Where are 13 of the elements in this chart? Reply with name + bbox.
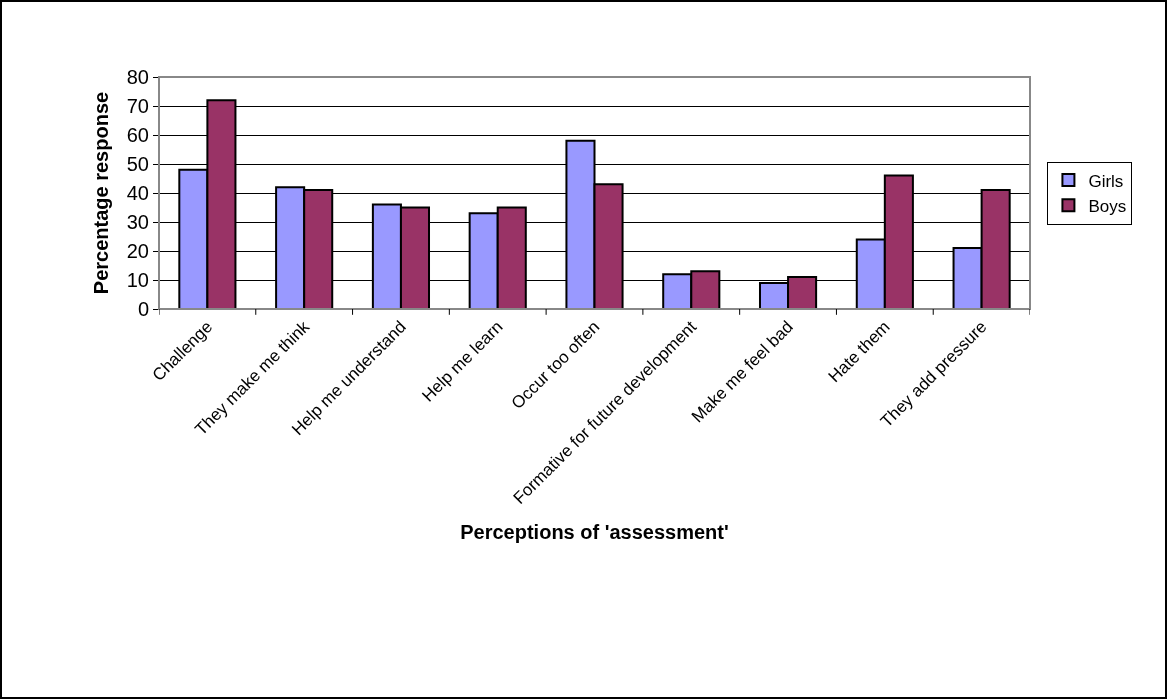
legend-label: Girls xyxy=(1088,171,1124,191)
legend-label: Boys xyxy=(1088,196,1127,216)
x-axis-title: Perceptions of 'assessment' xyxy=(460,521,729,544)
y-tick-label: 50 xyxy=(126,153,149,175)
y-tick-label: 20 xyxy=(126,240,149,262)
y-tick-label: 60 xyxy=(126,124,149,146)
y-tick-label: 70 xyxy=(126,95,149,117)
y-tick-label: 10 xyxy=(126,269,149,291)
y-axis-title: Percentage response xyxy=(90,91,113,295)
y-tick-label: 0 xyxy=(137,298,149,320)
y-tick-label: 30 xyxy=(126,211,149,233)
y-tick-label: 40 xyxy=(126,182,149,204)
y-tick-label: 80 xyxy=(126,66,149,88)
